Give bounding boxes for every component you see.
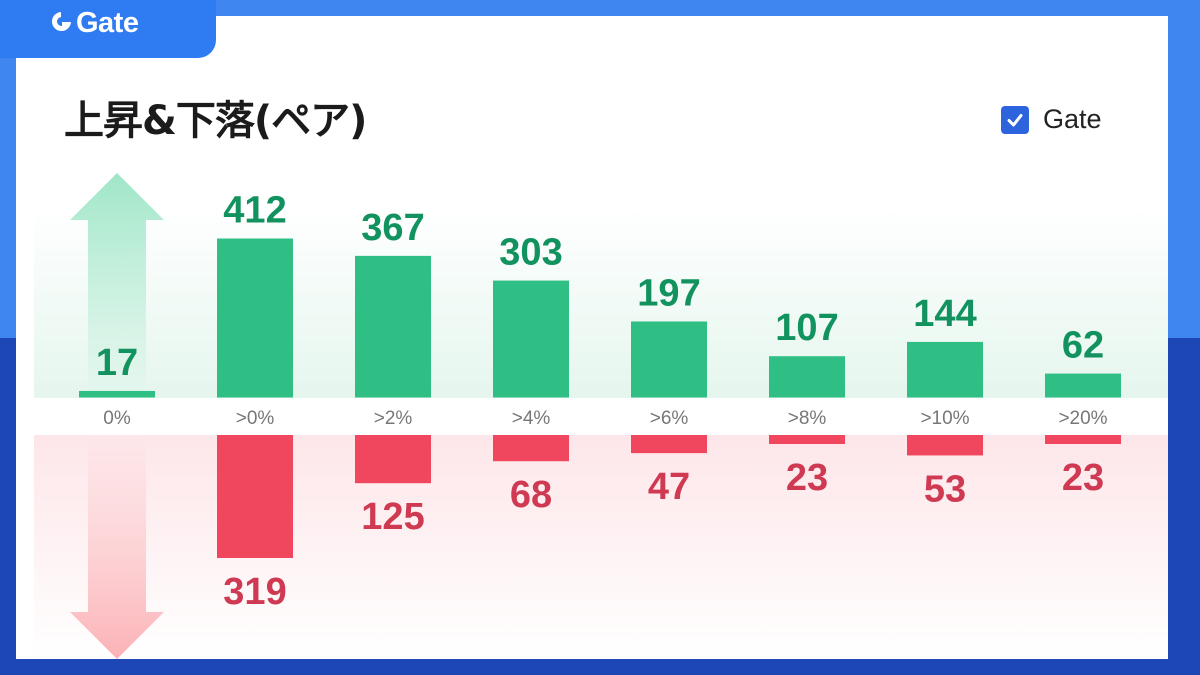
up-value-label: 17 (96, 342, 138, 384)
down-value-labels: 319 125 68 47 23 53 23 (223, 457, 1104, 613)
up-bar (769, 356, 845, 398)
down-bar (907, 435, 983, 456)
down-bar (217, 435, 293, 558)
up-value-label: 62 (1062, 325, 1104, 367)
up-bar (1045, 373, 1121, 398)
x-tick-label: >8% (788, 408, 827, 429)
down-value-label: 23 (1062, 457, 1104, 499)
up-bar (355, 255, 431, 398)
x-tick-label: >6% (650, 408, 689, 429)
down-band (34, 435, 1168, 659)
up-value-label: 197 (637, 272, 700, 314)
down-bar (1045, 435, 1121, 444)
checkmark-icon (1007, 113, 1023, 126)
x-tick-label: >4% (512, 408, 551, 429)
up-value-label: 412 (223, 190, 286, 232)
up-value-label: 144 (913, 293, 976, 335)
x-axis-ticks: 0% >0% >2% >4% >6% >8% >10% >20% (103, 408, 1107, 429)
down-value-label: 319 (223, 571, 286, 613)
legend[interactable]: Gate (1001, 104, 1102, 135)
up-value-label: 107 (775, 307, 838, 349)
logo-text: Gate (76, 7, 139, 39)
down-value-label: 53 (924, 468, 966, 510)
legend-checkbox[interactable] (1001, 105, 1029, 134)
down-bar (493, 435, 569, 462)
up-value-label: 367 (361, 207, 424, 249)
up-bar (217, 238, 293, 398)
up-bar (631, 321, 707, 398)
gate-logo-icon (52, 12, 71, 31)
down-bar (355, 435, 431, 484)
down-value-label: 47 (648, 466, 690, 508)
legend-label: Gate (1043, 104, 1102, 134)
up-band (34, 205, 1168, 398)
down-bar (631, 435, 707, 454)
down-bars (217, 435, 1121, 558)
up-bar (493, 280, 569, 398)
x-tick-label: >10% (920, 408, 969, 429)
up-bar (79, 390, 155, 398)
down-value-label: 23 (786, 457, 828, 499)
up-bar (907, 341, 983, 398)
up-value-labels: 17 412 367 303 197 107 144 62 (96, 190, 1104, 384)
up-arrow-icon (70, 173, 164, 398)
down-value-label: 68 (510, 474, 552, 516)
rise-fall-chart: 0% >0% >2% >4% >6% >8% >10% >20% 17 412 367 303 197… (34, 173, 1168, 659)
x-tick-label: 0% (103, 408, 131, 429)
brand-logo: Gate (0, 0, 216, 58)
down-bar (769, 435, 845, 444)
page-title: 上昇&下落(ペア) (64, 98, 367, 144)
x-tick-label: >20% (1058, 408, 1107, 429)
x-tick-label: >0% (236, 408, 275, 429)
down-value-label: 125 (361, 496, 424, 538)
up-value-label: 303 (499, 232, 562, 274)
up-bars (79, 238, 1121, 398)
x-tick-label: >2% (374, 408, 413, 429)
chart-card: 0% >0% >2% >4% >6% >8% >10% >20% 17 412 367 303 197… (16, 16, 1168, 659)
down-arrow-icon (70, 437, 164, 659)
